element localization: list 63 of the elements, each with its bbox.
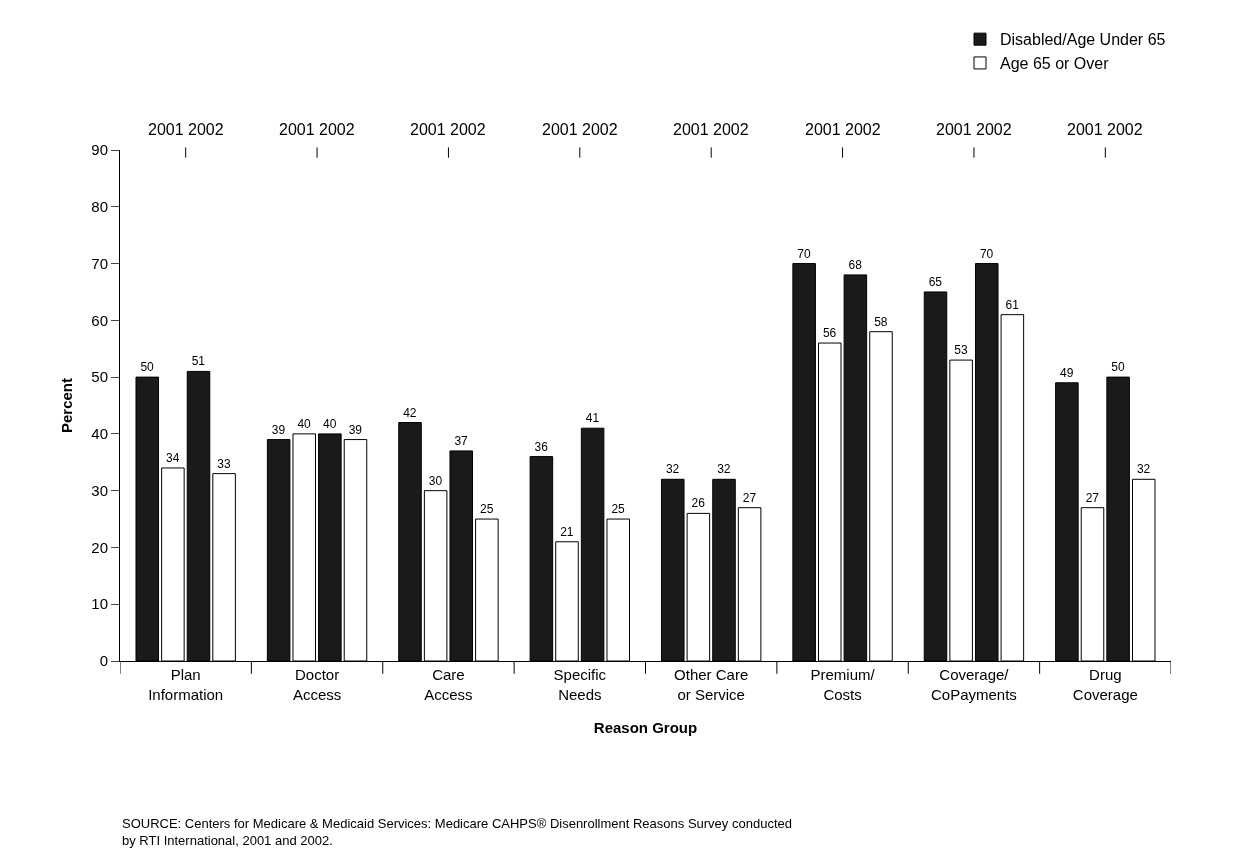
legend-label: Age 65 or Over bbox=[1000, 55, 1110, 73]
x-tick-label: Doctor Access bbox=[292, 666, 342, 703]
data-label: 39 bbox=[271, 422, 286, 437]
text: 2001 2002 bbox=[542, 121, 618, 138]
data-label: 26 bbox=[691, 496, 706, 511]
y-tick-label: 10 bbox=[91, 595, 108, 613]
data-label: 65 bbox=[928, 274, 943, 289]
y-tick-label: 0 bbox=[99, 652, 108, 670]
data-label: 32 bbox=[1136, 462, 1151, 477]
text: 2001 2002 bbox=[1067, 121, 1143, 138]
data-label: 53 bbox=[954, 343, 968, 358]
y-tick-label: 80 bbox=[91, 198, 108, 216]
data-label: 50 bbox=[140, 360, 155, 375]
data-label: 51 bbox=[191, 354, 206, 369]
data-label: 32 bbox=[717, 462, 731, 477]
text: 2001 2002 bbox=[148, 121, 224, 138]
y-tick-label: 50 bbox=[91, 368, 108, 386]
text: 2001 2002 bbox=[936, 121, 1012, 138]
data-label: 58 bbox=[874, 314, 888, 329]
y-axis-title: Percent bbox=[57, 377, 75, 434]
data-label: 32 bbox=[665, 462, 680, 477]
data-label: 68 bbox=[848, 257, 863, 272]
y-tick-label: 70 bbox=[91, 254, 108, 272]
data-label: 30 bbox=[428, 473, 443, 488]
text: 2001 2002 bbox=[673, 121, 749, 138]
data-label: 36 bbox=[534, 439, 549, 454]
text: 2001 2002 bbox=[805, 121, 881, 138]
data-label: 21 bbox=[560, 524, 574, 539]
y-tick-label: 60 bbox=[91, 311, 108, 329]
y-tick-label: 30 bbox=[91, 481, 108, 499]
x-tick-label: Drug Coverage bbox=[1072, 666, 1138, 703]
data-label: 41 bbox=[585, 411, 600, 426]
data-label: 70 bbox=[979, 246, 994, 261]
data-label: 40 bbox=[323, 416, 337, 431]
x-axis-title: Reason Group bbox=[593, 718, 698, 736]
data-label: 42 bbox=[403, 405, 417, 420]
legend-label: Disabled/Age Under 65 bbox=[1000, 31, 1166, 49]
data-label: 37 bbox=[454, 433, 469, 448]
x-tick-label: Premium/ Costs bbox=[810, 666, 876, 703]
y-tick-label: 40 bbox=[91, 425, 108, 443]
x-tick-label: Care Access bbox=[424, 666, 473, 703]
data-label: 33 bbox=[217, 456, 231, 471]
x-tick-label: Plan Information bbox=[148, 666, 224, 703]
data-label: 40 bbox=[297, 416, 312, 431]
data-label: 70 bbox=[797, 246, 811, 261]
x-tick-label: Coverage/ CoPayments bbox=[931, 666, 1017, 703]
x-tick-label: Specific Needs bbox=[553, 666, 607, 703]
y-tick-label: 90 bbox=[91, 141, 108, 159]
text: 2001 2002 bbox=[279, 121, 355, 138]
data-label: 34 bbox=[166, 450, 180, 465]
data-label: 25 bbox=[611, 502, 626, 517]
data-label: 49 bbox=[1060, 365, 1074, 380]
data-label: 27 bbox=[742, 490, 757, 505]
y-tick-label: 20 bbox=[91, 538, 108, 556]
data-label: 25 bbox=[480, 502, 494, 517]
data-label: 27 bbox=[1085, 490, 1100, 505]
x-tick-label: Other Care or Service bbox=[674, 666, 749, 703]
text: 2001 2002 bbox=[410, 121, 486, 138]
data-label: 39 bbox=[348, 422, 363, 437]
data-label: 50 bbox=[1111, 360, 1125, 375]
data-label: 56 bbox=[822, 326, 837, 341]
data-label: 61 bbox=[1005, 297, 1020, 312]
source-note: SOURCE: Centers for Medicare & Medicaid Services: Medicare CAHPS® Disenrollment Reasons Survey conducted by RTI International, 2001 and 2002. bbox=[122, 816, 792, 848]
